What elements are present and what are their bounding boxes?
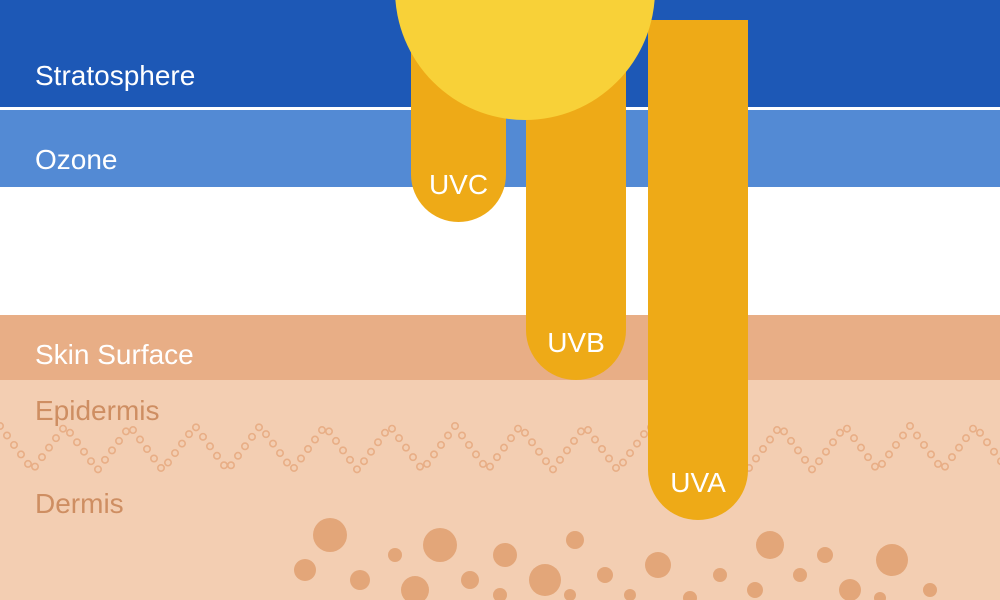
label-stratosphere: Stratosphere bbox=[35, 60, 195, 92]
label-ray-uva: UVA bbox=[648, 467, 748, 499]
label-epidermis: Epidermis bbox=[35, 395, 159, 427]
label-ozone: Ozone bbox=[35, 144, 118, 176]
label-dermis: Dermis bbox=[35, 488, 124, 520]
label-ray-uvc: UVC bbox=[411, 169, 506, 201]
label-ray-uvb: UVB bbox=[526, 327, 626, 359]
layer-air bbox=[0, 187, 1000, 315]
layer-dermis bbox=[0, 460, 1000, 600]
label-skin-surface: Skin Surface bbox=[35, 339, 194, 371]
stratosphere-border bbox=[0, 108, 1000, 110]
